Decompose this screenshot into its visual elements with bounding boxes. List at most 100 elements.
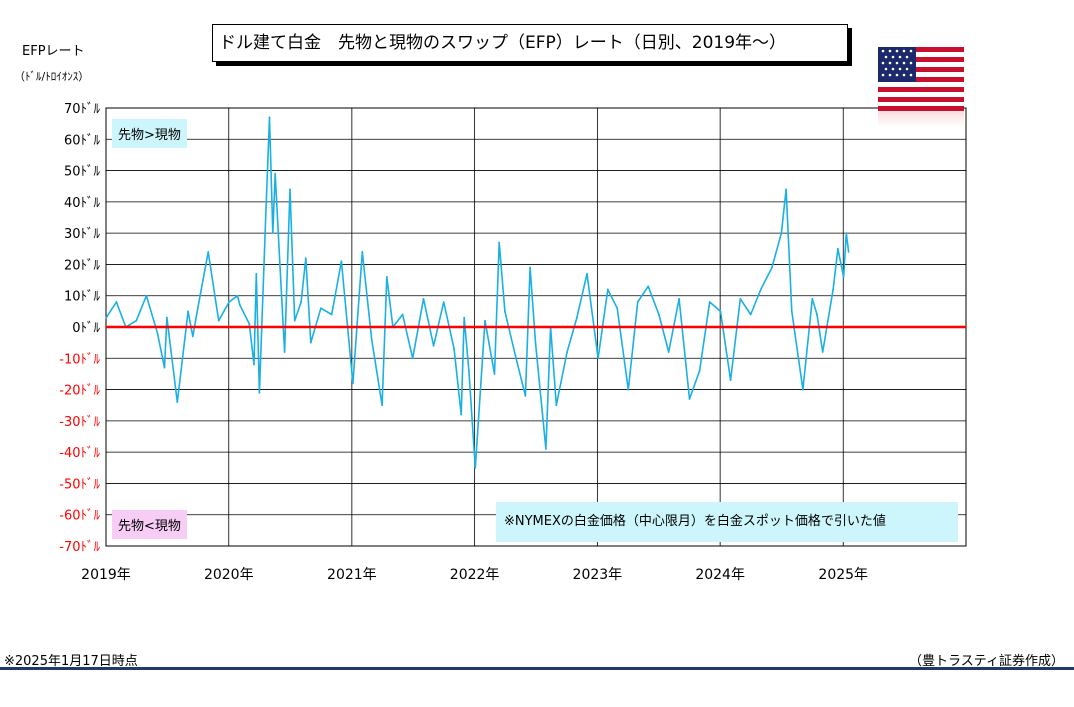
efp-data-point [498, 241, 501, 244]
efp-data-point [163, 366, 166, 369]
efp-data-point [575, 316, 578, 319]
efp-data-point [248, 322, 251, 325]
efp-data-point [385, 276, 388, 278]
efp-data-point [771, 266, 773, 269]
x-axis-ticks: 2019年 2020年 2021年 2022年 2023年 2024年 2025年 [81, 567, 868, 583]
annotation-method-note: ※NYMEXの白金価格（中心限月）を白金スポット価格で引いた値 [496, 502, 958, 542]
efp-data-point [474, 466, 477, 469]
efp-data-point [191, 335, 194, 338]
efp-data-point [271, 232, 274, 235]
efp-data-point [176, 401, 179, 403]
efp-data-point [238, 304, 241, 306]
efp-data-point [463, 316, 466, 319]
efp-data-point [401, 313, 404, 316]
efp-data-point [484, 319, 486, 322]
y-tick-label: -30ﾄﾞﾙ [59, 415, 100, 430]
efp-data-point [493, 373, 496, 375]
efp-data-point [658, 313, 660, 316]
efp-data-point [667, 351, 670, 353]
efp-data-point [514, 354, 517, 357]
efp-data-point [145, 294, 148, 297]
efp-data-point [647, 285, 650, 288]
y-tick-label: 30ﾄﾞﾙ [64, 227, 101, 242]
y-tick-label: 60ﾄﾞﾙ [64, 133, 101, 148]
efp-data-point [534, 341, 537, 344]
series-group [105, 116, 850, 469]
efp-data-point [370, 338, 373, 341]
efp-data-point [422, 297, 425, 300]
efp-data-point [351, 382, 354, 385]
efp-data-point [688, 398, 691, 400]
efp-data-point [503, 310, 506, 313]
us-flag-icon [878, 47, 964, 111]
y-tick-label: -70ﾄﾞﾙ [59, 540, 100, 555]
efp-data-point [135, 319, 138, 322]
efp-data-point [293, 319, 296, 322]
chart-title: ドル建て白金 先物と現物のスワップ（EFP）レート（日別、2019年～） [212, 24, 848, 62]
efp-data-point [739, 297, 742, 300]
efp-data-point [627, 388, 630, 391]
efp-data-point [816, 313, 818, 316]
efp-data-point [586, 272, 588, 275]
efp-data-point [845, 232, 848, 235]
efp-data-point [597, 357, 599, 360]
efp-data-point [255, 272, 258, 275]
efp-data-point [442, 301, 445, 303]
annotation-futures-above-spot: 先物>現物 [112, 119, 187, 148]
efp-data-point [636, 301, 639, 303]
efp-data-point [165, 316, 168, 319]
efp-data-point [453, 348, 456, 350]
footer-divider [0, 667, 1074, 670]
efp-data-point [340, 260, 343, 263]
efp-data-point [811, 297, 814, 300]
x-tick-label: 2020年 [204, 567, 254, 583]
x-tick-label: 2022年 [450, 567, 500, 583]
efp-data-point [217, 319, 220, 322]
efp-data-point [842, 276, 845, 278]
y-tick-label: 50ﾄﾞﾙ [64, 165, 101, 180]
efp-data-point [606, 288, 609, 291]
efp-data-point [253, 363, 255, 366]
efp-data-point [545, 448, 547, 450]
efp-data-point [361, 251, 364, 253]
efp-data-point [432, 344, 435, 347]
y-axis-unit: （ﾄﾞﾙ/ﾄﾛｲｵﾝｽ） [14, 70, 90, 83]
efp-data-point [759, 288, 762, 291]
efp-data-point [749, 313, 752, 316]
x-tick-label: 2024年 [695, 567, 745, 583]
y-tick-label: 0ﾄﾞﾙ [72, 321, 100, 336]
y-tick-label: 40ﾄﾞﾙ [64, 196, 101, 211]
y-tick-label: -40ﾄﾞﾙ [59, 446, 100, 461]
efp-data-point [330, 313, 333, 316]
annotation-futures-below-spot: 先物<現物 [112, 510, 187, 539]
efp-data-point [236, 294, 239, 297]
efp-data-point [616, 307, 619, 310]
efp-data-point [524, 394, 527, 397]
efp-data-point [320, 307, 322, 310]
flag-reflection [878, 111, 964, 127]
efp-data-point [847, 251, 850, 253]
efp-data-point [309, 341, 312, 344]
efp-data-point [274, 172, 277, 175]
efp-data-point [468, 369, 470, 372]
efp-data-point [832, 288, 835, 291]
efp-data-point [300, 301, 302, 303]
efp-data-point [105, 316, 108, 319]
y-tick-label: -20ﾄﾞﾙ [59, 384, 100, 399]
y-tick-label: -10ﾄﾞﾙ [59, 352, 100, 367]
y-tick-label: 20ﾄﾞﾙ [64, 258, 101, 273]
efp-data-point [836, 247, 839, 250]
efp-data-point [411, 357, 414, 360]
efp-data-point [381, 404, 384, 407]
footer-source: （豊トラスティ証券作成） [909, 654, 1064, 669]
efp-data-point [698, 369, 701, 372]
efp-data-point [785, 188, 787, 191]
efp-data-point [264, 213, 267, 216]
footer-as-of-date: ※2025年1月17日時点 [4, 654, 138, 669]
efp-data-point [304, 257, 307, 260]
efp-data-point [529, 266, 532, 269]
y-tick-label: 70ﾄﾞﾙ [64, 102, 101, 117]
y-tick-label: -60ﾄﾞﾙ [59, 509, 100, 524]
efp-data-point [460, 413, 463, 416]
efp-data-point [196, 307, 199, 310]
